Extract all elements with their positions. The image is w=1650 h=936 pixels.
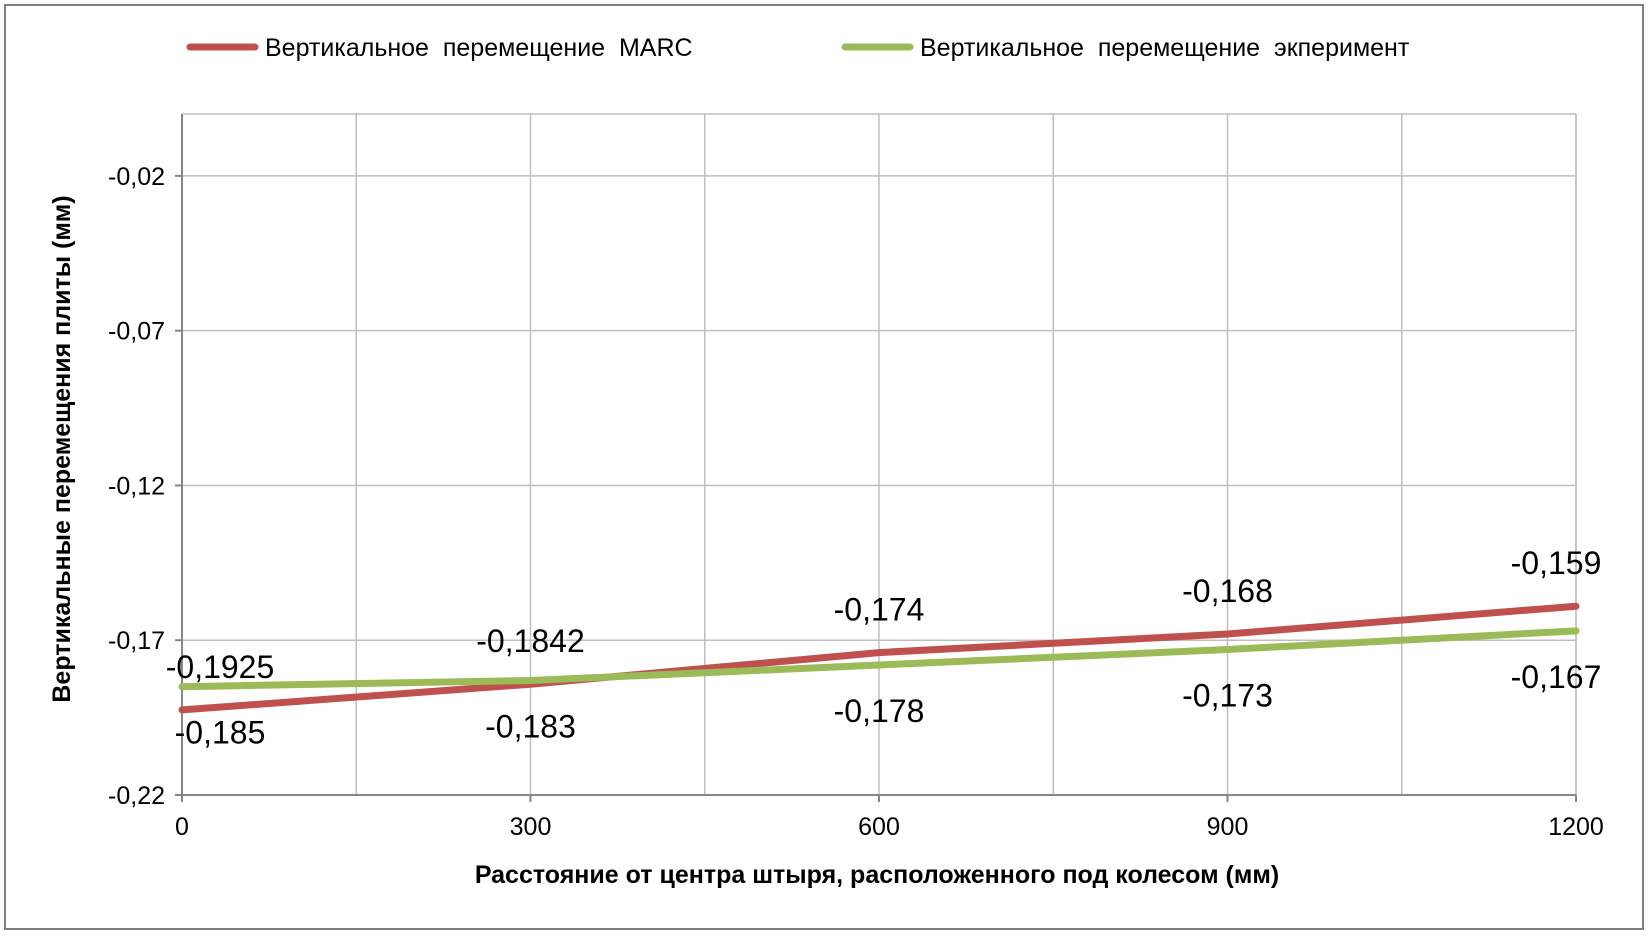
series-lines — [178, 602, 1580, 714]
data-label-s0-0: -0,1925 — [166, 649, 275, 685]
tick-labels: -0,02 -0,07 -0,12 -0,17 -0,22 0 300 600 900 1200 — [108, 163, 1604, 841]
data-label-s0-1: -0,1842 — [476, 623, 585, 659]
data-label-s0-3: -0,168 — [1182, 573, 1273, 609]
y-tick-label-1: -0,07 — [108, 318, 165, 346]
data-label-s0-4: -0,159 — [1511, 545, 1602, 581]
x-tick-label-4: 1200 — [1548, 813, 1604, 841]
chart-frame — [4, 4, 1644, 930]
data-label-s1-0: -0,185 — [175, 715, 266, 751]
data-label-s0-2: -0,174 — [834, 592, 925, 628]
data-labels: -0,1925 -0,1842 -0,174 -0,168 -0,159 -0,185 -0… — [166, 545, 1602, 750]
legend-label-marc: Вертикальное перемещение MARC — [265, 34, 693, 62]
x-tick-label-0: 0 — [175, 813, 189, 841]
y-tick-label-0: -0,02 — [108, 163, 165, 191]
axes — [175, 114, 1577, 802]
y-axis-title: Вертикальные перемещения плиты (мм) — [48, 195, 76, 702]
y-tick-label-4: -0,22 — [108, 782, 165, 810]
legend-label-experiment: Вертикальное перемещение экперимент — [920, 34, 1410, 62]
x-tick-label-3: 900 — [1207, 813, 1249, 841]
data-label-s1-4: -0,167 — [1511, 659, 1602, 695]
data-label-s1-1: -0,183 — [485, 708, 576, 744]
x-tick-label-1: 300 — [510, 813, 552, 841]
legend: Вертикальное перемещение MARC Вертикальн… — [186, 34, 1410, 62]
data-label-s1-2: -0,178 — [834, 693, 925, 729]
y-tick-label-2: -0,12 — [108, 472, 165, 500]
x-tick-label-2: 600 — [858, 813, 900, 841]
x-axis-title: Расстояние от центра штыря, расположенно… — [475, 861, 1279, 889]
series-line-1 — [178, 627, 1580, 691]
data-label-s1-3: -0,173 — [1182, 678, 1273, 714]
series-line-0 — [178, 602, 1580, 714]
y-tick-label-3: -0,17 — [108, 627, 165, 655]
